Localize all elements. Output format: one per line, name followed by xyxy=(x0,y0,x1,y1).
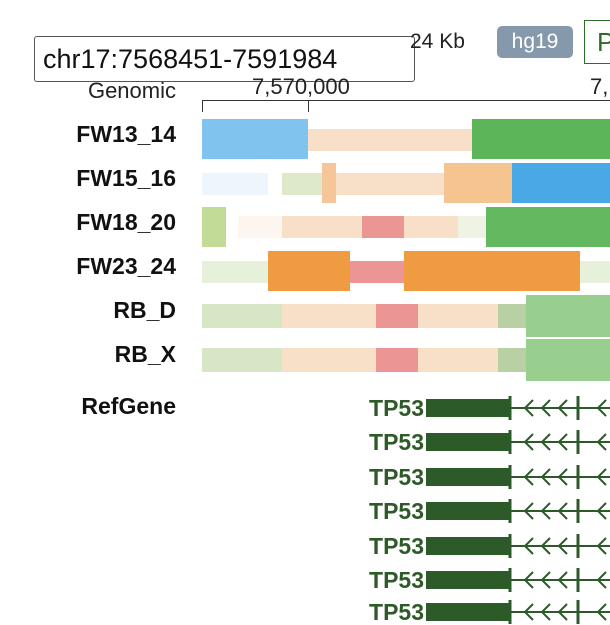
chromatin-state-segment[interactable] xyxy=(526,295,610,337)
chromatin-state-segment[interactable] xyxy=(376,348,418,372)
chromatin-state-segment[interactable] xyxy=(282,173,322,195)
gene-model-glyph[interactable] xyxy=(424,600,610,624)
chromatin-state-segment[interactable] xyxy=(238,216,282,238)
chromatin-state-segment[interactable] xyxy=(404,216,458,238)
gene-model-glyph[interactable] xyxy=(424,465,610,489)
chromatin-state-segment[interactable] xyxy=(202,173,268,195)
chromatin-state-segment[interactable] xyxy=(418,304,498,328)
chromatin-state-segment[interactable] xyxy=(404,251,580,291)
gene-name-label[interactable]: TP53 xyxy=(369,498,424,524)
track-label-fw23-24[interactable]: FW23_24 xyxy=(76,253,176,279)
chromatin-state-segment[interactable] xyxy=(308,129,472,151)
chromatin-state-segment[interactable] xyxy=(486,207,610,247)
track-label-fw13-14[interactable]: FW13_14 xyxy=(76,121,176,147)
chromatin-state-segment[interactable] xyxy=(202,207,226,247)
chromatin-state-segment[interactable] xyxy=(202,348,282,372)
chromatin-state-segment[interactable] xyxy=(580,261,610,283)
chromatin-state-segment[interactable] xyxy=(512,163,610,203)
chromatin-state-segment[interactable] xyxy=(202,304,282,328)
chromatin-state-segment[interactable] xyxy=(268,251,350,291)
chromatin-state-segment[interactable] xyxy=(322,163,336,203)
genome-badge[interactable]: hg19 xyxy=(497,26,573,58)
chromatin-state-segment[interactable] xyxy=(458,216,486,238)
track-label-fw15-16[interactable]: FW15_16 xyxy=(76,165,176,191)
ruler-tick-label: 7,570,000 xyxy=(252,74,350,99)
chromatin-state-segment[interactable] xyxy=(336,173,444,195)
chromatin-state-segment[interactable] xyxy=(418,348,498,372)
track-label-fw18-20[interactable]: FW18_20 xyxy=(76,209,176,235)
gene-name-label[interactable]: TP53 xyxy=(369,567,424,593)
chromatin-state-segment[interactable] xyxy=(472,119,610,159)
chromatin-state-segment[interactable] xyxy=(498,304,526,328)
ruler-tick-start xyxy=(202,100,203,112)
gene-name-label[interactable]: TP53 xyxy=(369,429,424,455)
track-label-rb-x[interactable]: RB_X xyxy=(114,341,176,367)
chromatin-state-segment[interactable] xyxy=(444,163,512,203)
gene-model-glyph[interactable] xyxy=(424,396,610,420)
gene-model-glyph[interactable] xyxy=(424,534,610,558)
ruler-tick-major xyxy=(308,100,309,112)
chromatin-state-segment[interactable] xyxy=(202,261,268,283)
chromatin-state-segment[interactable] xyxy=(526,339,610,381)
gene-model-glyph[interactable] xyxy=(424,568,610,592)
chromatin-state-segment[interactable] xyxy=(202,119,308,159)
gene-model-glyph[interactable] xyxy=(424,499,610,523)
chromatin-state-segment[interactable] xyxy=(498,348,526,372)
track-label-refgene[interactable]: RefGene xyxy=(81,393,176,419)
ruler-tick-label: 7, xyxy=(590,74,609,99)
chromatin-state-segment[interactable] xyxy=(376,304,418,328)
next-control-button[interactable]: P xyxy=(584,20,610,64)
gene-name-label[interactable]: TP53 xyxy=(369,395,424,421)
locus-search-input[interactable]: chr17:7568451-7591984 xyxy=(34,36,415,82)
chromatin-state-segment[interactable] xyxy=(282,348,376,372)
gene-name-label[interactable]: TP53 xyxy=(369,599,424,625)
chromatin-state-segment[interactable] xyxy=(350,261,404,283)
gene-model-glyph[interactable] xyxy=(424,430,610,454)
ruler-label: Genomic xyxy=(87,78,176,103)
chromatin-state-segment[interactable] xyxy=(282,216,362,238)
chromatin-state-segment[interactable] xyxy=(282,304,376,328)
locus-search-input-wrapper[interactable]: chr17:7568451-7591984 xyxy=(17,18,415,82)
chromatin-state-segment[interactable] xyxy=(362,216,404,238)
window-size-label: 24 Kb xyxy=(410,30,465,53)
gene-name-label[interactable]: TP53 xyxy=(369,464,424,490)
track-label-rb-d[interactable]: RB_D xyxy=(113,297,176,323)
gene-name-label[interactable]: TP53 xyxy=(369,533,424,559)
ruler-axis-line xyxy=(202,100,610,101)
